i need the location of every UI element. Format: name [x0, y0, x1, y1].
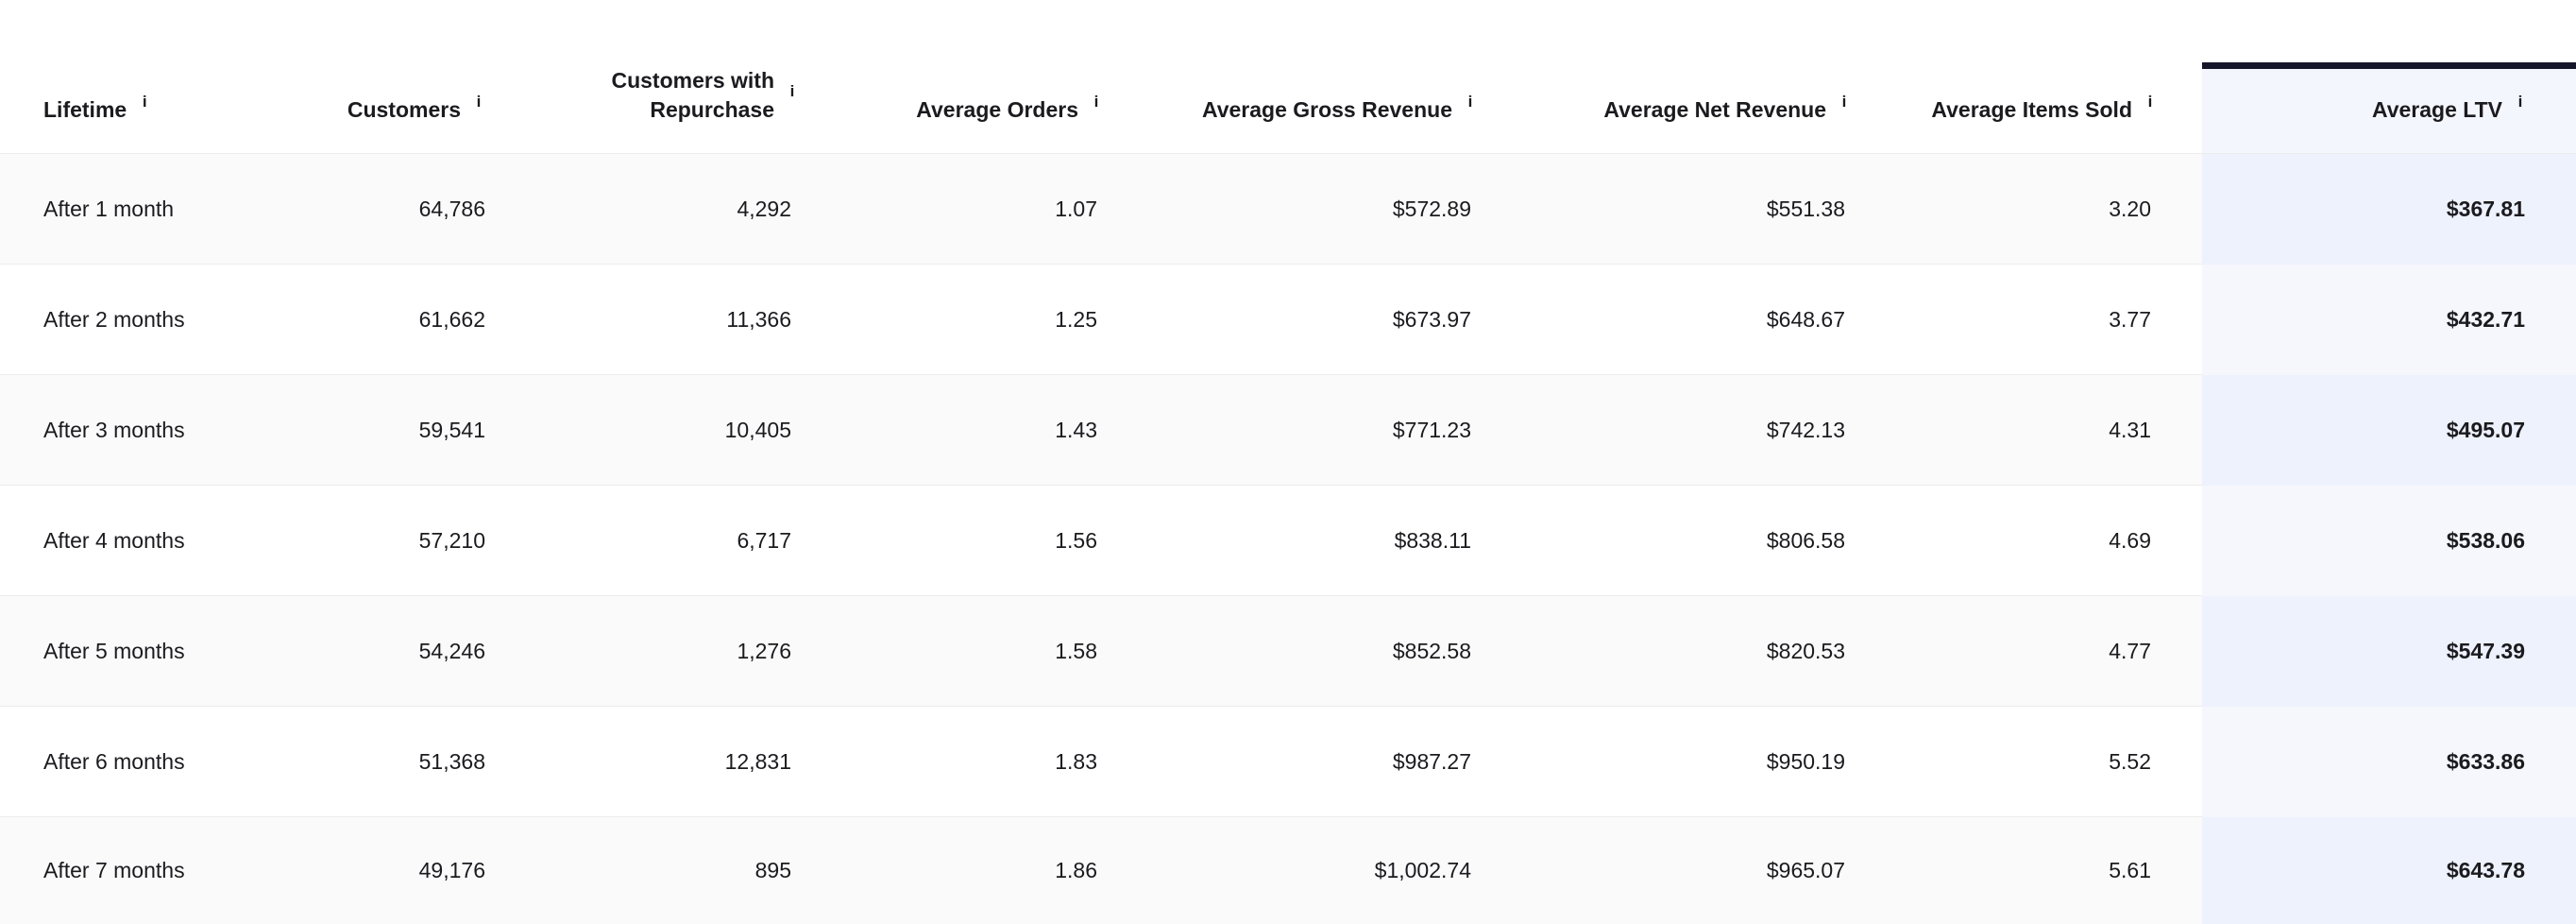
column-header-label: Average Net Revenue: [1603, 97, 1826, 122]
customers-cell: 57,210: [418, 528, 485, 553]
highlighted-column-indicator: [2202, 62, 2576, 69]
lifetime-cell: After 4 months: [43, 528, 185, 553]
ltv-cell-background: [2202, 375, 2576, 486]
customers-cell: 59,541: [418, 418, 485, 442]
table-row: After 6 months 51,368 12,831 1.83 $987.2…: [0, 707, 2576, 817]
average-ltv-cell: $495.07: [2446, 418, 2525, 442]
average-items-sold-cell: 4.31: [2109, 418, 2151, 442]
column-header-label: Average Orders: [916, 97, 1078, 122]
column-header-lifetime[interactable]: Lifetime i: [0, 0, 283, 153]
ltv-cell-background: [2202, 817, 2576, 924]
lifetime-cell: After 2 months: [43, 307, 185, 332]
info-icon[interactable]: i: [2517, 93, 2523, 111]
average-net-revenue-cell: $551.38: [1766, 197, 1845, 221]
table-row: After 7 months 49,176 895 1.86 $1,002.74…: [0, 817, 2576, 924]
lifetime-cell: After 1 month: [43, 197, 175, 221]
average-orders-cell: 1.25: [1055, 307, 1097, 332]
column-header-label: Average LTV: [2371, 97, 2502, 122]
column-header-average-items-sold[interactable]: Average Items Sold i: [1851, 0, 2157, 153]
repurchase-cell: 4,292: [737, 197, 791, 221]
average-gross-revenue-cell: $838.11: [1394, 528, 1471, 553]
average-gross-revenue-cell: $771.23: [1392, 418, 1471, 442]
average-net-revenue-cell: $950.19: [1766, 749, 1845, 774]
column-header-label: Lifetime: [43, 97, 127, 122]
ltv-cell-background: [2202, 596, 2576, 707]
average-items-sold-cell: 4.69: [2109, 528, 2151, 553]
average-ltv-cell: $633.86: [2446, 749, 2525, 774]
repurchase-cell: 11,366: [726, 307, 791, 332]
average-gross-revenue-cell: $852.58: [1392, 639, 1471, 663]
average-ltv-cell: $432.71: [2446, 307, 2525, 332]
average-items-sold-cell: 4.77: [2109, 639, 2151, 663]
repurchase-cell: 895: [754, 858, 791, 882]
average-items-sold-cell: 3.20: [2109, 197, 2151, 221]
average-orders-cell: 1.86: [1055, 858, 1097, 882]
average-net-revenue-cell: $742.13: [1766, 418, 1845, 442]
table-header: Lifetime i Customers i Customers with Re…: [0, 0, 2576, 154]
ltv-cell-background: [2202, 154, 2576, 265]
ltv-cell-background: [2202, 265, 2576, 375]
column-header-label: Customers: [347, 97, 461, 122]
ltv-cell-background: [2202, 486, 2576, 596]
average-orders-cell: 1.58: [1055, 639, 1097, 663]
lifetime-cell: After 3 months: [43, 418, 185, 442]
average-orders-cell: 1.07: [1055, 197, 1097, 221]
column-header-customers-with-repurchase[interactable]: Customers with Repurchase i: [485, 0, 799, 153]
repurchase-cell: 1,276: [737, 639, 791, 663]
average-orders-cell: 1.43: [1055, 418, 1097, 442]
average-net-revenue-cell: $820.53: [1766, 639, 1845, 663]
column-header-label: Average Gross Revenue: [1201, 97, 1452, 122]
table-row: After 3 months 59,541 10,405 1.43 $771.2…: [0, 375, 2576, 486]
info-icon[interactable]: i: [789, 82, 795, 100]
column-header-label: Average Items Sold: [1931, 97, 2132, 122]
average-items-sold-cell: 3.77: [2109, 307, 2151, 332]
average-ltv-cell: $547.39: [2446, 639, 2525, 663]
average-orders-cell: 1.83: [1055, 749, 1097, 774]
average-ltv-cell: $643.78: [2446, 858, 2525, 882]
lifetime-cell: After 6 months: [43, 749, 185, 774]
info-icon[interactable]: i: [1093, 93, 1099, 111]
average-items-sold-cell: 5.61: [2109, 858, 2151, 882]
customers-cell: 51,368: [418, 749, 485, 774]
column-header-average-gross-revenue[interactable]: Average Gross Revenue i: [1103, 0, 1477, 153]
info-icon[interactable]: i: [1841, 93, 1847, 111]
average-gross-revenue-cell: $673.97: [1392, 307, 1471, 332]
info-icon[interactable]: i: [476, 93, 482, 111]
average-items-sold-cell: 5.52: [2109, 749, 2151, 774]
lifetime-cell: After 7 months: [43, 858, 185, 882]
table-row: After 4 months 57,210 6,717 1.56 $838.11…: [0, 486, 2576, 596]
average-ltv-cell: $538.06: [2446, 528, 2525, 553]
average-ltv-cell: $367.81: [2446, 197, 2525, 221]
column-header-customers[interactable]: Customers i: [283, 0, 485, 153]
average-gross-revenue-cell: $572.89: [1392, 197, 1471, 221]
customers-cell: 54,246: [418, 639, 485, 663]
info-icon[interactable]: i: [142, 93, 147, 111]
average-net-revenue-cell: $648.67: [1766, 307, 1845, 332]
table-row: After 5 months 54,246 1,276 1.58 $852.58…: [0, 596, 2576, 707]
column-header-average-net-revenue[interactable]: Average Net Revenue i: [1477, 0, 1851, 153]
column-header-average-ltv[interactable]: Average LTV i: [2202, 0, 2527, 153]
average-orders-cell: 1.56: [1055, 528, 1097, 553]
table-row: After 2 months 61,662 11,366 1.25 $673.9…: [0, 265, 2576, 375]
ltv-cell-background: [2202, 707, 2576, 817]
average-gross-revenue-cell: $1,002.74: [1374, 858, 1471, 882]
info-icon[interactable]: i: [2147, 93, 2153, 111]
customers-cell: 64,786: [418, 197, 485, 221]
repurchase-cell: 10,405: [724, 418, 791, 442]
repurchase-cell: 6,717: [737, 528, 791, 553]
column-header-label: Customers with Repurchase: [611, 68, 774, 122]
average-gross-revenue-cell: $987.27: [1392, 749, 1471, 774]
lifetime-cell: After 5 months: [43, 639, 185, 663]
customers-cell: 49,176: [418, 858, 485, 882]
repurchase-cell: 12,831: [724, 749, 791, 774]
column-header-average-orders[interactable]: Average Orders i: [799, 0, 1103, 153]
average-net-revenue-cell: $806.58: [1766, 528, 1845, 553]
info-icon[interactable]: i: [1467, 93, 1473, 111]
table-row: After 1 month 64,786 4,292 1.07 $572.89 …: [0, 154, 2576, 265]
average-net-revenue-cell: $965.07: [1766, 858, 1845, 882]
customers-cell: 61,662: [418, 307, 485, 332]
